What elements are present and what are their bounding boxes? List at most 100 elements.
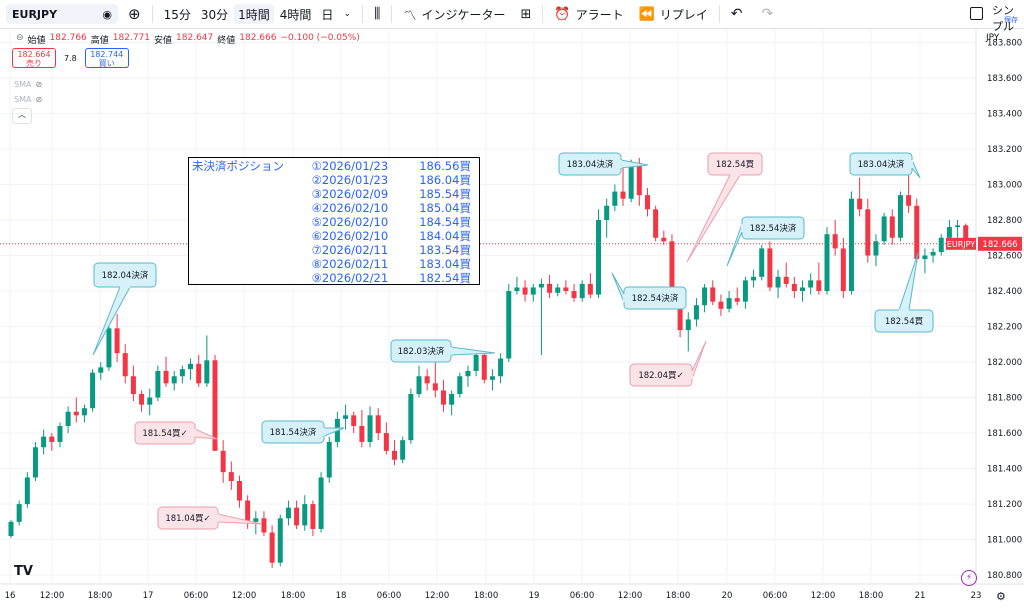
buy-label: 買い — [98, 59, 115, 68]
price-tick: 180.800 — [987, 571, 1022, 581]
low-value: 182.647 — [176, 33, 214, 43]
candle-body — [179, 369, 185, 377]
indicator-sma-1[interactable]: SMA ⊘ — [14, 80, 42, 89]
eye-hidden-icon[interactable]: ⊘ — [35, 80, 43, 89]
candle-body — [889, 216, 895, 238]
position-date-text: 2026/01/23 — [321, 159, 389, 173]
position-number: ③ — [311, 187, 322, 201]
interval-15m[interactable]: 15分 — [163, 7, 191, 22]
position-title — [189, 187, 312, 201]
currency-label[interactable]: JPY — [986, 33, 1000, 43]
candle-body — [343, 415, 349, 419]
callout-label: 182.54買 — [885, 317, 924, 327]
position-date: ①2026/01/23 — [312, 159, 420, 173]
alert-button[interactable]: ⏰ アラート — [550, 4, 627, 24]
candle-body — [808, 280, 814, 288]
candle-body — [963, 225, 969, 244]
grid-icon[interactable]: ⊞ — [520, 6, 532, 22]
symbol-tag-bg — [946, 237, 976, 250]
eye-icon[interactable]: ◉ — [102, 7, 112, 21]
interval-1h[interactable]: 1時間 — [234, 4, 274, 24]
position-date: ⑧2026/02/11 — [312, 257, 420, 271]
plus-circle-icon[interactable]: ⊕ — [128, 5, 141, 23]
candle-body — [432, 383, 438, 391]
indicator-sma-2[interactable]: SMA ⊘ — [14, 95, 42, 104]
time-tick: 18:00 — [474, 591, 499, 601]
interval-1d[interactable]: 日 — [321, 7, 334, 22]
indicator-label: SMA — [14, 95, 32, 104]
candle-body — [946, 227, 952, 238]
settings-gear-icon[interactable]: ⚙ — [996, 590, 1006, 603]
undo-icon[interactable]: ↶ — [730, 6, 743, 22]
candle-body — [400, 440, 406, 460]
replay-button[interactable]: ⏪ リプレイ — [635, 4, 712, 24]
interval-4h[interactable]: 4時間 — [279, 7, 312, 22]
position-price: 184.04買 — [419, 229, 471, 243]
save-label[interactable]: 保存 — [1004, 16, 1018, 24]
divider — [361, 5, 363, 23]
position-date: ②2026/01/23 — [312, 173, 420, 187]
candle-body — [498, 358, 504, 377]
position-row: 未決済ポジション ①2026/01/23 186.56買 — [189, 159, 479, 173]
candle-body — [188, 363, 194, 370]
redo-icon[interactable]: ↷ — [761, 6, 774, 22]
collapse-legend-button[interactable]: ︿ — [12, 108, 32, 124]
indicators-button[interactable]: 〽 インジケーター — [399, 4, 509, 24]
buy-button[interactable]: 182.744 買い — [84, 48, 129, 68]
callout-pointer — [691, 340, 707, 380]
position-date-text: 2026/02/09 — [321, 187, 389, 201]
callout-pointer — [620, 159, 649, 169]
candle-body — [628, 163, 634, 199]
candle-body — [65, 411, 71, 426]
top-toolbar: EURJPY ◉ ⊕ 15分 30分 1時間 4時間 日 ⌄ ⫼ 〽 インジケー… — [0, 0, 1024, 29]
lightning-icon[interactable]: ⚡ — [961, 570, 977, 586]
candle-body — [228, 472, 234, 482]
close-label: 終値 — [217, 36, 236, 46]
position-price: 183.54買 — [419, 243, 471, 257]
candle-body — [759, 248, 765, 277]
callout-label: 182.54決済 — [632, 293, 679, 304]
price-tick: 181.800 — [987, 394, 1022, 404]
chevron-down-icon[interactable]: ⌄ — [343, 9, 351, 19]
interval-30m[interactable]: 30分 — [200, 7, 229, 22]
legend-toggle-icon[interactable]: ⊖ — [16, 33, 24, 43]
candle-body — [245, 500, 251, 522]
candle-body — [791, 283, 797, 292]
position-date-text: 2026/02/10 — [321, 229, 389, 243]
divider — [542, 5, 544, 23]
time-tick: 19 — [529, 591, 540, 601]
callout-pointer — [450, 346, 496, 356]
position-date-text: 2026/01/23 — [321, 173, 389, 187]
last-price-tag: 182.666 — [982, 240, 1017, 250]
callout-label: 181.54買✓ — [142, 429, 187, 439]
candle-body — [383, 433, 389, 451]
candle-body — [253, 518, 259, 522]
candle-body — [285, 507, 291, 519]
candle-body — [881, 216, 887, 242]
position-date-text: 2026/02/10 — [321, 215, 389, 229]
checkbox-icon[interactable] — [970, 7, 983, 20]
candle-body — [302, 504, 308, 526]
price-axis: 183.800 183.600 183.400 183.200 183.000 182.8… — [987, 38, 1022, 581]
candle-body — [775, 276, 781, 288]
annotations: 182.04決済 181.54買✓ 181.04買✓ 181.54決済 182.03決済… — [92, 152, 934, 530]
callout-label: 183.04決済 — [858, 159, 905, 170]
candle-body — [538, 283, 544, 288]
candle-body — [16, 504, 22, 522]
candle-body — [677, 298, 683, 331]
layout-name[interactable]: シンプル — [992, 4, 1014, 33]
candle-body — [661, 237, 667, 242]
sell-button[interactable]: 182.664 売り — [12, 48, 56, 68]
price-tick: 182.000 — [987, 358, 1022, 368]
price-tick: 181.600 — [987, 429, 1022, 439]
candle-body — [204, 360, 210, 384]
time-tick: 18:00 — [666, 591, 691, 601]
position-title — [189, 229, 312, 243]
open-value: 182.766 — [49, 33, 87, 43]
eye-hidden-icon[interactable]: ⊘ — [35, 95, 43, 104]
symbol-search[interactable]: EURJPY ◉ — [6, 4, 118, 24]
candles-icon[interactable]: ⫼ — [373, 6, 381, 22]
candle-body — [816, 280, 822, 292]
time-tick: 18:00 — [859, 591, 884, 601]
